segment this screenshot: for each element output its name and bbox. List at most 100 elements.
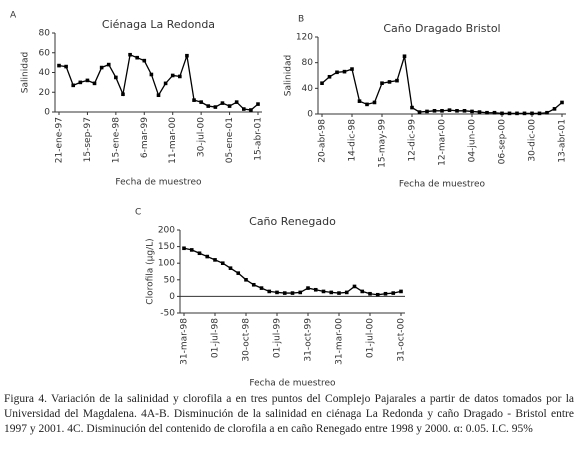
y-tick-label: 40: [39, 68, 51, 78]
x-axis-label: Fecha de muestreo: [399, 180, 486, 190]
data-point: [410, 105, 414, 110]
y-tick-label: 60: [39, 48, 51, 58]
x-tick-label: 01-jul-99: [273, 318, 283, 358]
data-point: [537, 111, 542, 116]
data-point: [106, 62, 111, 67]
y-tick-label: 100: [158, 259, 175, 269]
data-point: [275, 290, 279, 295]
chart-title: Ciénaga La Redonda: [102, 18, 215, 31]
data-point: [360, 289, 365, 294]
data-point: [99, 65, 104, 70]
data-point: [485, 110, 489, 115]
y-tick-label: 200: [158, 226, 175, 236]
data-point: [156, 93, 161, 98]
data-point: [462, 108, 467, 113]
chart-title: Caño Dragado Bristol: [383, 22, 500, 35]
x-tick-label: 15-may-99: [378, 119, 388, 168]
data-point: [290, 291, 295, 295]
x-tick-label: 31-mar-98: [180, 318, 190, 365]
data-point: [320, 81, 324, 85]
y-tick-label: 20: [39, 88, 51, 98]
data-point: [387, 80, 392, 84]
y-tick-label: 0: [307, 110, 313, 120]
data-point: [85, 78, 90, 83]
data-point: [213, 105, 218, 109]
data-point: [327, 74, 332, 79]
data-point: [507, 111, 512, 116]
y-tick-label: 120: [296, 33, 313, 43]
data-point: [470, 109, 474, 114]
data-point: [199, 100, 203, 104]
data-point: [352, 284, 357, 289]
data-point: [92, 81, 97, 86]
x-tick-label: 15-sep-97: [83, 117, 93, 162]
data-point: [189, 248, 194, 252]
x-axis-label: Fecha de muestreo: [115, 178, 202, 188]
data-point: [391, 291, 396, 295]
data-point: [425, 109, 429, 114]
data-point: [383, 291, 388, 296]
data-point: [530, 111, 534, 116]
data-point: [236, 271, 241, 275]
data-point: [64, 64, 68, 69]
data-point: [395, 78, 399, 83]
data-point: [298, 290, 303, 295]
y-tick-label: 0: [169, 292, 175, 302]
data-point: [560, 100, 564, 105]
data-point: [545, 110, 549, 115]
data-point: [228, 266, 233, 270]
x-tick-label: 06-sep-00: [498, 119, 508, 165]
data-point: [306, 286, 310, 290]
y-tick-label: 50: [164, 275, 176, 285]
y-tick-label: 0: [44, 108, 50, 118]
data-point: [142, 58, 147, 63]
data-point: [114, 75, 118, 80]
x-tick-label: 30-dic-00: [528, 119, 538, 162]
data-point: [128, 52, 132, 57]
data-point: [178, 74, 182, 79]
data-point: [399, 289, 403, 294]
panel-letter: B: [298, 15, 304, 25]
data-point: [372, 100, 377, 105]
y-tick-label: 80: [39, 29, 51, 39]
chart-title: Caño Renegado: [249, 215, 336, 228]
data-point: [313, 287, 318, 292]
x-tick-label: 6-mar-99: [140, 117, 150, 158]
data-point: [500, 111, 504, 116]
data-point: [335, 70, 339, 75]
data-point: [71, 83, 76, 88]
x-tick-label: 13-abr-01: [558, 119, 568, 163]
data-point: [220, 101, 225, 105]
data-point: [350, 67, 354, 71]
data-point: [227, 104, 232, 108]
data-point: [244, 278, 248, 282]
data-point: [522, 111, 527, 116]
panel-letter: C: [135, 208, 141, 218]
data-point: [321, 289, 326, 294]
data-point: [135, 55, 139, 60]
data-point: [149, 72, 154, 77]
caption: Figura 4. Variación de la salinidad y cl…: [4, 393, 574, 435]
x-tick-label: 21-ene-97: [55, 117, 65, 163]
data-point: [365, 102, 369, 107]
data-point: [432, 108, 437, 113]
y-tick-label: 40: [302, 84, 314, 94]
data-point: [197, 251, 202, 256]
x-tick-label: 31-oct-99: [304, 318, 314, 362]
data-point: [185, 53, 189, 58]
data-point: [477, 110, 482, 114]
data-point: [402, 54, 407, 59]
x-tick-label: 14-dic-98: [348, 119, 358, 162]
data-point: [344, 290, 349, 295]
data-point: [251, 282, 256, 287]
data-point: [206, 104, 211, 108]
data-point: [380, 81, 384, 85]
data-line: [183, 247, 402, 296]
data-point: [492, 110, 497, 115]
y-axis-label: Clorofila (µg/L): [146, 238, 156, 304]
data-point: [256, 102, 260, 106]
data-point: [337, 291, 341, 295]
y-tick-label: -50: [160, 309, 175, 319]
data-point: [417, 110, 422, 114]
